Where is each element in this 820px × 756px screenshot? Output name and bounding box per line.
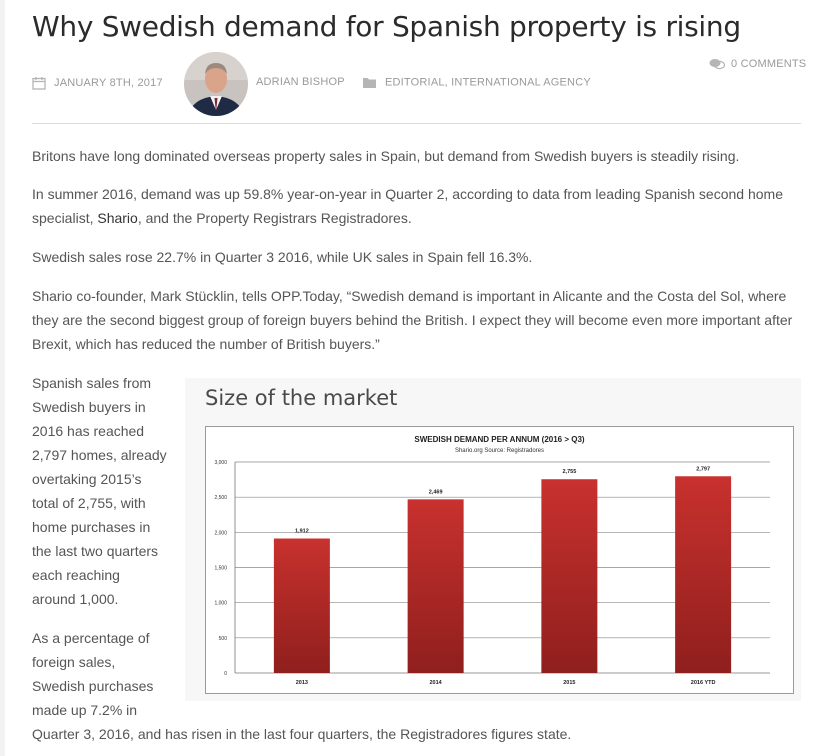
paragraph-demand: In summer 2016, demand was up 59.8% year…: [32, 182, 783, 230]
y-tick-label: 2,500: [214, 495, 227, 501]
side-text-line: the last two quarters: [32, 543, 159, 559]
paragraph-demand-text: specialist,: [32, 210, 98, 226]
comments-icon: [709, 59, 725, 70]
y-tick-label: 3,000: [214, 460, 227, 466]
y-tick-label: 0: [224, 671, 227, 677]
author-photo: [184, 52, 248, 116]
article-title: Why Swedish demand for Spanish property …: [32, 10, 741, 43]
chart-container: SWEDISH DEMAND PER ANNUM (2016 > Q3) Shar…: [205, 426, 794, 699]
quote-line-2: they are the second biggest group of for…: [32, 312, 793, 328]
market-figure: Size of the market SWEDISH DEMAND PER AN…: [185, 378, 801, 701]
author-name[interactable]: ADRIAN BISHOP: [256, 76, 345, 88]
paragraph-demand-line1: In summer 2016, demand was up 59.8% year…: [32, 186, 783, 202]
bar-2015: [541, 479, 598, 673]
post-date-text: JANUARY 8TH, 2017: [54, 76, 163, 89]
chart-subtitle: Shario.org Source: Registradores: [455, 448, 544, 454]
x-tick-label: 2016 YTD: [691, 680, 716, 686]
side-text-line: made up 7.2% in: [32, 702, 138, 718]
data-label: 2,755: [562, 469, 576, 475]
y-tick-label: 500: [219, 636, 228, 642]
y-tick-label: 2,000: [214, 530, 227, 536]
calendar-icon: [32, 77, 46, 90]
bar-2013: [273, 538, 330, 673]
side-text-line: 2,797 homes, already: [32, 447, 167, 463]
side-text-line: Spanish sales from: [32, 375, 152, 391]
paragraph-intro: Britons have long dominated overseas pro…: [32, 148, 740, 164]
bar-2014: [407, 499, 464, 673]
header-divider: [32, 123, 801, 124]
author-avatar[interactable]: [184, 52, 248, 116]
x-tick-label: 2013: [296, 680, 308, 686]
bar-2016-ytd: [675, 476, 732, 673]
folder-icon: [363, 78, 376, 88]
left-border: [0, 0, 5, 756]
x-tick-label: 2014: [430, 680, 443, 686]
side-text-line: total of 2,755, with: [32, 495, 146, 511]
side-text-line: each reaching: [32, 567, 120, 583]
paragraph-final: Quarter 3, 2016, and has risen in the la…: [32, 726, 572, 742]
paragraph-sales: Swedish sales rose 22.7% in Quarter 3 20…: [32, 249, 533, 265]
shario-link[interactable]: Shario: [97, 210, 138, 226]
x-tick-label: 2015: [563, 680, 575, 686]
paragraph-quote: Shario co-founder, Mark Stücklin, tells …: [32, 284, 792, 356]
paragraph-demand-text-end: , and the Property Registrars Registrado…: [137, 210, 412, 226]
figure-caption: Size of the market: [205, 386, 398, 410]
y-tick-label: 1,000: [214, 601, 227, 607]
side-text-line: Swedish buyers in: [32, 399, 146, 415]
comments-text[interactable]: 0 COMMENTS: [731, 58, 807, 70]
demand-bar-chart: SWEDISH DEMAND PER ANNUM (2016 > Q3) Shar…: [205, 426, 794, 694]
side-text-line: overtaking 2015’s: [32, 471, 142, 487]
post-categories: EDITORIAL, INTERNATIONAL AGENCY: [362, 76, 591, 89]
post-date: JANUARY 8TH, 2017: [32, 76, 163, 90]
side-paragraph-sales: Spanish sales from Swedish buyers in 201…: [32, 371, 172, 611]
data-label: 2,469: [429, 489, 443, 495]
side-text-line: 2016 has reached: [32, 423, 145, 439]
chart-title: SWEDISH DEMAND PER ANNUM (2016 > Q3): [414, 435, 585, 444]
quote-line-1: Shario co-founder, Mark Stücklin, tells …: [32, 288, 787, 304]
y-tick-label: 1,500: [214, 566, 227, 572]
side-text-line: As a percentage of: [32, 630, 150, 646]
categories-link[interactable]: EDITORIAL, INTERNATIONAL AGENCY: [385, 76, 591, 89]
data-label: 1,912: [295, 529, 309, 535]
quote-line-3: Brexit, which has reduced the number of …: [32, 336, 380, 352]
side-paragraph-percentage: As a percentage of foreign sales, Swedis…: [32, 626, 172, 722]
side-text-line: home purchases in: [32, 519, 151, 535]
comments-count[interactable]: 0 COMMENTS: [709, 58, 806, 70]
side-text-line: around 1,000.: [32, 591, 119, 607]
side-text-line: foreign sales,: [32, 654, 116, 670]
data-label: 2,797: [696, 466, 710, 472]
side-text-line: Swedish purchases: [32, 678, 154, 694]
